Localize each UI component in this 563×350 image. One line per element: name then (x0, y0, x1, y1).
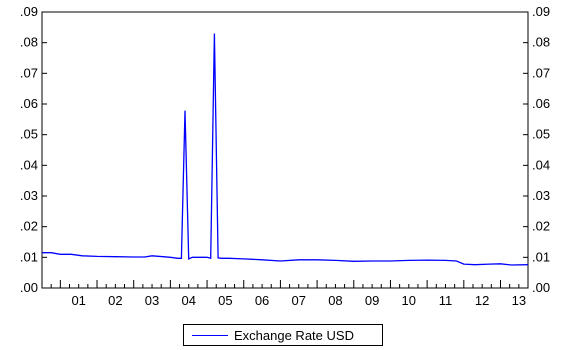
y-tick-label-left: .08 (20, 35, 38, 50)
y-tick-label-left: .09 (20, 4, 38, 19)
y-tick-label-left: .01 (20, 249, 38, 264)
y-tick-label-left: .00 (20, 280, 38, 295)
y-tick-label-left: .06 (20, 96, 38, 111)
y-tick-label-right: .02 (532, 219, 550, 234)
y-tick-label-right: .04 (532, 157, 550, 172)
y-tick-label-right: .05 (532, 127, 550, 142)
x-tick-label: 10 (402, 293, 416, 308)
x-tick-label: 04 (181, 293, 195, 308)
y-tick-label-left: .07 (20, 65, 38, 80)
x-tick-label: 06 (255, 293, 269, 308)
y-tick-label-right: .06 (532, 96, 550, 111)
ticks-layer (41, 11, 529, 289)
x-tick-label: 03 (145, 293, 159, 308)
y-tick-label-right: .03 (532, 188, 550, 203)
x-tick-label: 02 (108, 293, 122, 308)
y-tick-label-left: .03 (20, 188, 38, 203)
y-tick-label-left: .04 (20, 157, 38, 172)
y-tick-label-right: .07 (532, 65, 550, 80)
x-tick-label: 13 (512, 293, 526, 308)
x-tick-label: 05 (218, 293, 232, 308)
y-tick-label-right: .09 (532, 4, 550, 19)
y-tick-label-left: .02 (20, 219, 38, 234)
y-tick-label-right: .01 (532, 249, 550, 264)
legend-label: Exchange Rate USD (234, 327, 354, 343)
series-line (42, 33, 529, 266)
x-tick-label: 11 (439, 293, 453, 308)
x-tick-label: 01 (71, 293, 85, 308)
x-tick-label: 12 (475, 293, 489, 308)
tick-labels-layer: .00 .00 .01 .01 .02 .02 .03 .03 .04 .04 .05 .05 .06.… (20, 4, 550, 308)
y-tick-label-right: .00 (532, 280, 550, 295)
x-tick-label: 07 (292, 293, 306, 308)
legend-swatch (192, 334, 228, 336)
plot-frame (41, 11, 529, 289)
legend: Exchange Rate USD (183, 324, 383, 346)
y-tick-label-left: .05 (20, 127, 38, 142)
y-tick-label-right: .08 (532, 35, 550, 50)
x-tick-label: 09 (365, 293, 379, 308)
series-layer (42, 33, 529, 266)
x-tick-label: 08 (328, 293, 342, 308)
